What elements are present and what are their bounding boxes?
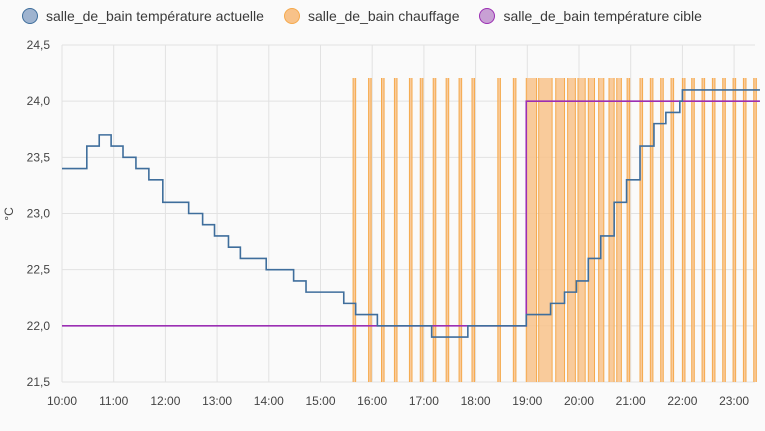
legend-label-heating: salle_de_bain chauffage [307, 8, 460, 24]
y-axis-unit: °C [2, 207, 16, 221]
heating-on-bar [712, 78, 715, 382]
y-tick-label: 23,5 [27, 150, 51, 164]
legend-item-current-temperature[interactable]: salle_de_bain température actuelle [22, 8, 264, 24]
x-tick-label: 14:00 [254, 394, 284, 408]
series-lines [62, 89, 760, 338]
heating-on-bar [513, 78, 516, 382]
x-tick-label: 15:00 [305, 394, 335, 408]
y-tick-label: 23,0 [27, 207, 51, 221]
heating-on-bar [650, 78, 653, 382]
legend-label-target-temperature: salle_de_bain température cible [503, 8, 702, 24]
x-axis-ticks: 10:00 11:00 12:00 13:00 14:00 15:00 16:00 17:00… [47, 394, 749, 408]
y-axis-ticks: 21,5 22,0 22,5 23,0 23,5 24,0 24,5 [27, 38, 51, 389]
heating-on-bar [459, 78, 462, 382]
heating-on-bar [353, 78, 356, 382]
heating-on-bar [660, 78, 664, 382]
x-tick-label: 16:00 [357, 394, 387, 408]
legend-swatch-current-temperature [22, 8, 38, 24]
y-tick-label: 21,5 [27, 375, 51, 389]
heating-on-bar [555, 78, 565, 382]
chart-legend: salle_de_bain température actuelle salle… [22, 8, 702, 24]
heating-on-bar [743, 78, 746, 382]
heating-on-bar [368, 78, 372, 382]
heating-on-bar [640, 78, 643, 382]
x-tick-label: 20:00 [564, 394, 594, 408]
heating-on-bar [702, 78, 705, 382]
heating-on-bar [682, 78, 685, 382]
legend-swatch-target-temperature [479, 8, 496, 24]
heating-on-bar [753, 78, 757, 382]
heating-on-bar [471, 78, 475, 382]
x-tick-label: 18:00 [461, 394, 491, 408]
x-tick-label: 13:00 [202, 394, 232, 408]
x-tick-label: 17:00 [409, 394, 439, 408]
heating-on-bar [497, 78, 501, 382]
y-tick-label: 24,5 [27, 38, 51, 52]
legend-item-target-temperature[interactable]: salle_de_bain température cible [479, 8, 702, 24]
heating-on-bar [433, 78, 436, 382]
heating-on-bar [577, 78, 586, 382]
x-tick-label: 10:00 [47, 394, 77, 408]
heating-on-bar [381, 78, 385, 382]
heating-on-bar [691, 78, 695, 382]
x-tick-label: 23:00 [719, 394, 749, 408]
heating-on-bar [538, 78, 553, 382]
heating-on-bar [733, 78, 736, 382]
x-tick-label: 11:00 [99, 394, 128, 408]
heating-on-bar [616, 78, 622, 382]
heating-on-bar [608, 78, 615, 382]
x-tick-label: 19:00 [512, 394, 542, 408]
heating-on-bar [526, 78, 537, 382]
y-tick-label: 22,5 [27, 263, 51, 277]
y-tick-label: 24,0 [27, 94, 51, 108]
current-temperature-line [62, 89, 760, 338]
legend-item-heating[interactable]: salle_de_bain chauffage [283, 8, 460, 24]
x-tick-label: 22:00 [667, 394, 697, 408]
heating-bars [352, 78, 757, 382]
legend-swatch-heating [283, 8, 300, 24]
heating-on-bar [394, 78, 398, 382]
heating-on-bar [409, 78, 413, 382]
heating-on-bar [420, 78, 423, 382]
heating-on-bar [722, 78, 726, 382]
y-tick-label: 22,0 [27, 319, 51, 333]
x-tick-label: 12:00 [150, 394, 180, 408]
x-tick-label: 21:00 [616, 394, 646, 408]
heating-on-bar [598, 78, 604, 382]
heating-on-bar [588, 78, 595, 382]
target-temperature-line [62, 100, 760, 327]
heating-on-bar [671, 78, 674, 382]
heating-on-bar [446, 78, 449, 382]
heating-on-bar [567, 78, 576, 382]
legend-label-current-temperature: salle_de_bain température actuelle [46, 8, 264, 24]
heating-on-bar [627, 78, 630, 382]
